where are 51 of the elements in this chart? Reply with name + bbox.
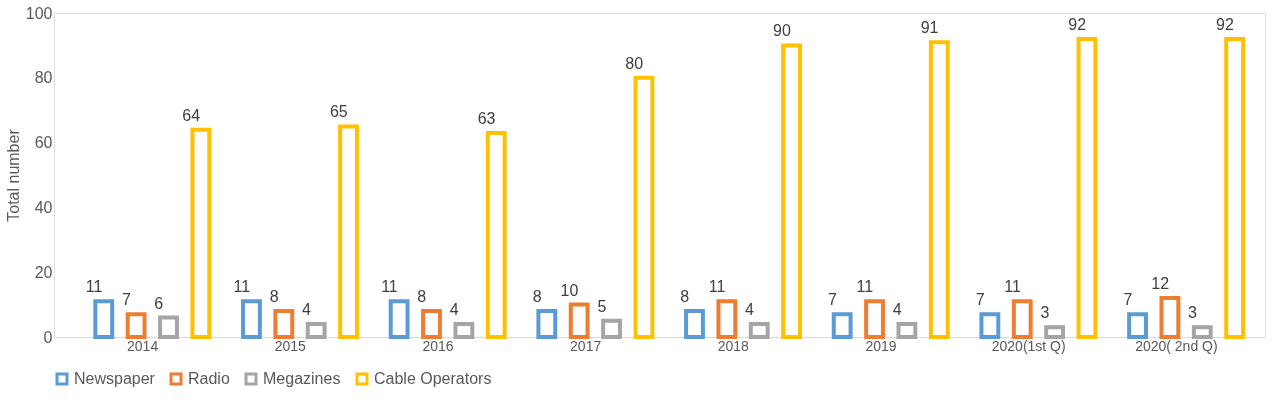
data-label: 7 xyxy=(121,291,131,309)
data-label: 5 xyxy=(597,297,607,315)
data-label: 11 xyxy=(856,278,874,296)
y-tick-label: 100 xyxy=(25,4,53,22)
data-label: 92 xyxy=(1068,15,1087,33)
data-label: 3 xyxy=(1040,304,1050,322)
x-tick-label: 2016 xyxy=(422,337,454,354)
data-label: 11 xyxy=(1004,278,1021,296)
data-label: 11 xyxy=(233,278,251,296)
data-label: 80 xyxy=(625,54,644,72)
legend-label: Newspaper xyxy=(74,370,156,387)
data-label: 7 xyxy=(828,291,838,309)
y-tick-label: 20 xyxy=(34,263,53,281)
y-tick-label: 40 xyxy=(34,198,53,216)
y-tick-label: 0 xyxy=(43,328,53,346)
x-tick-label: 2020( 2nd Q) xyxy=(1135,337,1218,354)
data-label: 90 xyxy=(773,22,791,40)
data-label: 64 xyxy=(182,106,201,124)
data-label: 12 xyxy=(1151,275,1170,293)
x-tick-label: 2020(1st Q) xyxy=(991,337,1066,354)
legend-label: Cable Operators xyxy=(374,370,492,387)
data-label: 7 xyxy=(1123,291,1133,309)
data-label: 3 xyxy=(1188,304,1198,322)
x-tick-label: 2017 xyxy=(570,337,602,354)
data-label: 11 xyxy=(381,278,398,296)
data-label: 4 xyxy=(892,301,902,319)
data-label: 92 xyxy=(1216,15,1234,33)
x-tick-label: 2019 xyxy=(865,337,897,354)
data-label: 11 xyxy=(85,278,103,296)
x-tick-label: 2015 xyxy=(274,337,307,354)
data-label: 6 xyxy=(154,294,164,312)
data-label: 8 xyxy=(680,288,690,306)
x-tick-label: 2014 xyxy=(127,337,159,354)
data-label: 63 xyxy=(477,109,496,127)
data-label: 4 xyxy=(302,301,312,319)
x-tick-label: 2018 xyxy=(717,337,750,354)
legend-label: Radio xyxy=(188,370,230,387)
data-label: 10 xyxy=(560,281,579,299)
data-label: 11 xyxy=(708,278,726,296)
data-label: 91 xyxy=(920,19,939,37)
y-tick-label: 60 xyxy=(34,134,53,152)
data-label: 7 xyxy=(975,291,985,309)
legend-label: Megazines xyxy=(263,370,341,387)
data-label: 4 xyxy=(745,301,755,319)
data-label: 8 xyxy=(417,288,427,306)
data-label: 4 xyxy=(449,301,459,319)
y-tick-label: 80 xyxy=(34,69,53,87)
y-axis-title: Total number xyxy=(4,128,22,222)
data-label: 8 xyxy=(532,288,542,306)
data-label: 65 xyxy=(329,103,348,121)
data-label: 8 xyxy=(269,288,279,306)
